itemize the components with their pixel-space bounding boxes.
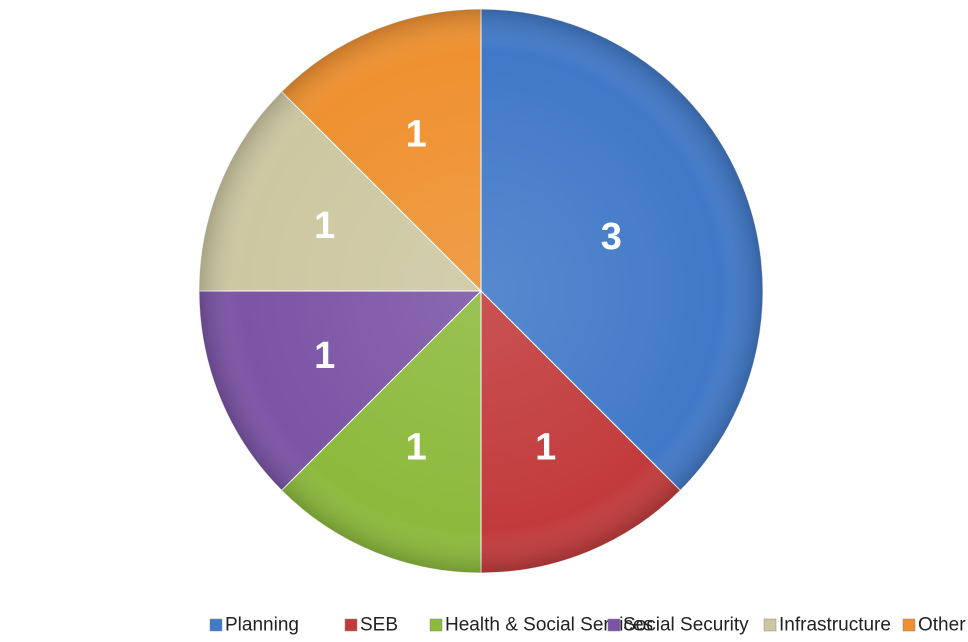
legend-swatch <box>344 618 358 632</box>
legend-swatch <box>429 618 443 632</box>
legend-label: SEB <box>360 615 398 636</box>
data-label: 1 <box>314 205 335 247</box>
data-label: 1 <box>314 335 335 377</box>
data-label: 1 <box>406 114 427 156</box>
legend-label: Other <box>918 615 966 636</box>
legend-swatch <box>209 618 223 632</box>
legend-label: Social Security <box>623 615 749 636</box>
legend-label: Planning <box>225 615 299 636</box>
data-label: 1 <box>406 426 427 468</box>
legend-swatch <box>902 618 916 632</box>
legend-swatch <box>763 618 777 632</box>
legend-label: Infrastructure <box>779 615 891 636</box>
legend-swatch <box>607 618 621 632</box>
legend-label: Health & Social Services <box>445 615 653 636</box>
data-label: 3 <box>601 216 622 258</box>
data-label: 1 <box>535 426 556 468</box>
